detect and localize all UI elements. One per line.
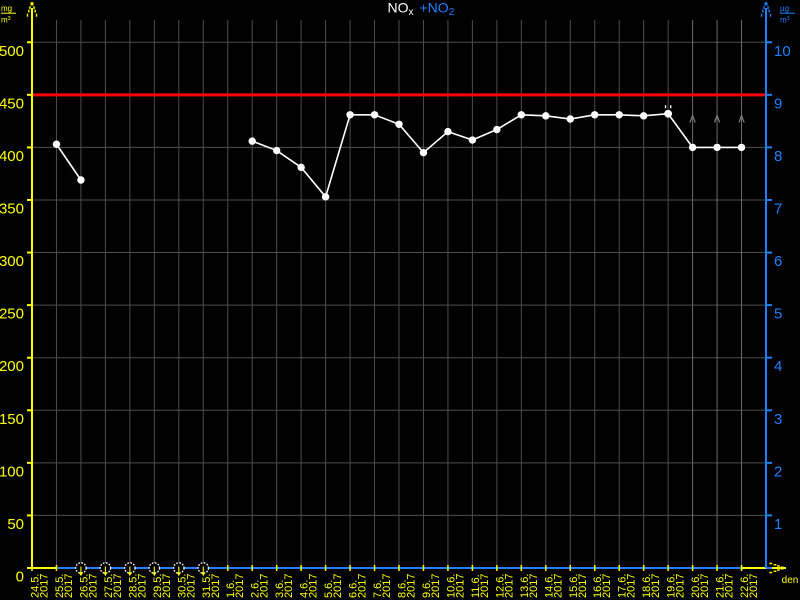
svg-text:2017: 2017 [626, 574, 638, 598]
svg-text:2017: 2017 [136, 574, 148, 598]
svg-text:9: 9 [774, 95, 782, 112]
svg-text:250: 250 [0, 306, 24, 323]
svg-text:7: 7 [774, 200, 782, 217]
svg-text:2017: 2017 [63, 574, 75, 598]
svg-text:2017: 2017 [503, 574, 515, 598]
svg-text:2017: 2017 [234, 574, 246, 598]
svg-text:500: 500 [0, 43, 24, 60]
svg-text:2: 2 [774, 463, 782, 480]
svg-text:300: 300 [0, 253, 24, 270]
svg-text:µg: µg [780, 4, 789, 13]
svg-text:mg: mg [1, 4, 12, 13]
svg-text:2017: 2017 [308, 574, 320, 598]
svg-text:10: 10 [774, 43, 791, 60]
svg-text:den: den [782, 575, 799, 586]
svg-text:2017: 2017 [161, 574, 173, 598]
svg-text:350: 350 [0, 200, 24, 217]
svg-text:2017: 2017 [210, 574, 222, 598]
svg-text:8: 8 [774, 148, 782, 165]
svg-text:2017: 2017 [454, 574, 466, 598]
svg-text:4: 4 [774, 358, 782, 375]
svg-text:1: 1 [774, 516, 782, 533]
svg-text:2017: 2017 [112, 574, 124, 598]
svg-text:2017: 2017 [406, 574, 418, 598]
svg-text:200: 200 [0, 358, 24, 375]
svg-text:2017: 2017 [479, 574, 491, 598]
svg-text:5: 5 [774, 306, 782, 323]
svg-text:2017: 2017 [185, 574, 197, 598]
svg-text:2017: 2017 [650, 574, 662, 598]
svg-text:2017: 2017 [577, 574, 589, 598]
svg-text:2017: 2017 [259, 574, 271, 598]
svg-text:2017: 2017 [332, 574, 344, 598]
svg-text:2017: 2017 [39, 574, 51, 598]
svg-text:400: 400 [0, 148, 24, 165]
svg-text:6: 6 [774, 253, 782, 270]
svg-text:2017: 2017 [675, 574, 687, 598]
svg-text:2017: 2017 [601, 574, 613, 598]
svg-text:450: 450 [0, 95, 24, 112]
svg-text:2017: 2017 [357, 574, 369, 598]
svg-text:3: 3 [774, 411, 782, 428]
svg-text:2017: 2017 [724, 574, 736, 598]
svg-text:2017: 2017 [87, 574, 99, 598]
svg-text:150: 150 [0, 411, 24, 428]
svg-text:100: 100 [0, 463, 24, 480]
svg-text:2017: 2017 [552, 574, 564, 598]
svg-text:2017: 2017 [528, 574, 540, 598]
svg-text:2017: 2017 [430, 574, 442, 598]
svg-text:2017: 2017 [381, 574, 393, 598]
svg-text:0: 0 [16, 569, 24, 586]
svg-text:50: 50 [7, 516, 24, 533]
svg-text:2017: 2017 [699, 574, 711, 598]
svg-text:2017: 2017 [283, 574, 295, 598]
svg-text:2017: 2017 [748, 574, 760, 598]
